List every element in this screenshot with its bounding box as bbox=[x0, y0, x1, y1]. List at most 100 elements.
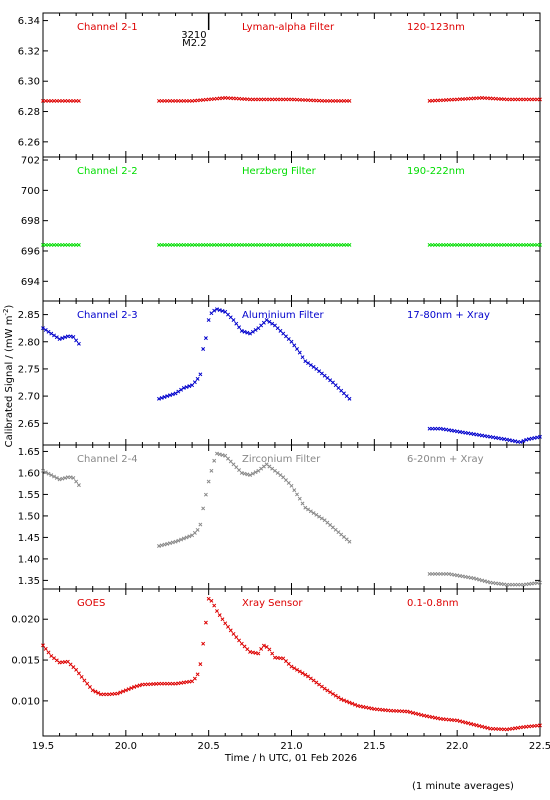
data-point bbox=[347, 396, 352, 401]
data-point bbox=[510, 438, 515, 443]
data-point bbox=[234, 321, 239, 326]
data-point bbox=[333, 693, 338, 698]
data-point bbox=[206, 596, 211, 601]
data-point bbox=[248, 649, 253, 654]
data-point bbox=[444, 427, 449, 432]
data-point bbox=[76, 242, 81, 247]
data-point bbox=[71, 335, 76, 339]
y-tick-label: 0.015 bbox=[11, 656, 40, 667]
data-point bbox=[317, 682, 322, 687]
data-point bbox=[496, 436, 501, 441]
data-point bbox=[471, 432, 476, 437]
panel-band-label: 17-80nm + Xray bbox=[407, 310, 490, 321]
x-tick-label: 19.5 bbox=[32, 741, 54, 752]
data-point bbox=[292, 343, 297, 348]
y-tick-label: 702 bbox=[21, 156, 40, 167]
data-point bbox=[248, 331, 253, 336]
data-point bbox=[347, 98, 352, 103]
y-tick-label: 6.34 bbox=[18, 16, 40, 27]
data-point bbox=[245, 330, 250, 335]
data-point bbox=[250, 650, 255, 655]
data-point bbox=[60, 476, 65, 481]
data-point bbox=[57, 337, 62, 341]
data-point bbox=[231, 462, 236, 467]
data-point bbox=[452, 429, 457, 433]
series-5 bbox=[41, 596, 542, 732]
data-point bbox=[300, 671, 305, 676]
data-point bbox=[214, 609, 219, 614]
data-point bbox=[319, 684, 324, 689]
data-point bbox=[513, 439, 518, 444]
data-point bbox=[209, 468, 214, 473]
data-point bbox=[480, 724, 484, 729]
data-point bbox=[214, 451, 219, 456]
data-point bbox=[220, 453, 225, 457]
data-point bbox=[43, 646, 48, 651]
data-point bbox=[330, 691, 335, 696]
data-point bbox=[71, 665, 76, 670]
y-tick-label: 2.75 bbox=[18, 364, 40, 375]
data-point bbox=[223, 621, 228, 626]
data-point bbox=[49, 331, 54, 336]
data-point bbox=[482, 725, 487, 730]
data-point bbox=[65, 659, 70, 664]
y-axis-title-sup: -2 bbox=[2, 309, 10, 316]
data-point bbox=[261, 320, 266, 325]
data-point bbox=[306, 361, 311, 366]
panel-4: 1.35 1.40 1.45 1.50 1.55 1.60 1.65 Channel 2-4 Z… bbox=[18, 444, 542, 590]
data-point bbox=[245, 472, 250, 477]
data-point bbox=[455, 429, 460, 434]
data-point bbox=[173, 391, 178, 396]
y-tick-label: 6.30 bbox=[18, 77, 40, 88]
data-point bbox=[488, 434, 493, 439]
data-point bbox=[303, 505, 308, 510]
data-point bbox=[256, 326, 261, 331]
y-tick-label: 2.70 bbox=[18, 392, 40, 403]
y-tick-label: 1.40 bbox=[18, 554, 40, 565]
data-point bbox=[306, 507, 311, 512]
data-point bbox=[477, 723, 482, 728]
data-point bbox=[126, 687, 131, 692]
data-point bbox=[245, 647, 250, 652]
data-point bbox=[63, 335, 68, 340]
data-point bbox=[209, 598, 214, 603]
data-point bbox=[242, 471, 247, 476]
data-point bbox=[212, 308, 217, 313]
data-point bbox=[289, 483, 294, 488]
data-point bbox=[134, 684, 139, 689]
data-point bbox=[358, 704, 363, 709]
panel-2: 694 696 698 700 702 Channel 2-2 Herzberg Filte… bbox=[21, 156, 542, 302]
data-point bbox=[121, 689, 126, 694]
y-tick-label: 0.020 bbox=[11, 615, 40, 626]
data-point bbox=[212, 458, 217, 463]
flare-id-label: 3210 bbox=[181, 30, 206, 41]
data-point bbox=[52, 474, 56, 479]
data-point bbox=[408, 710, 413, 715]
data-point bbox=[342, 698, 346, 703]
x-tick-label: 22.5 bbox=[529, 741, 550, 752]
data-point bbox=[474, 432, 479, 437]
data-point bbox=[41, 468, 45, 473]
data-point bbox=[168, 393, 172, 398]
data-point bbox=[295, 347, 299, 351]
data-point bbox=[317, 514, 322, 519]
data-point bbox=[529, 436, 534, 441]
data-point bbox=[314, 680, 319, 685]
data-point bbox=[308, 363, 313, 367]
data-point bbox=[54, 476, 59, 480]
data-point bbox=[275, 326, 280, 331]
data-point bbox=[480, 578, 484, 583]
data-point bbox=[449, 428, 454, 433]
data-point bbox=[264, 318, 269, 322]
data-point bbox=[201, 506, 206, 511]
data-point bbox=[76, 671, 81, 676]
data-point bbox=[203, 620, 208, 625]
data-point bbox=[195, 672, 200, 677]
data-point bbox=[460, 574, 465, 579]
data-point bbox=[237, 468, 241, 473]
data-point bbox=[46, 471, 51, 476]
data-point bbox=[466, 721, 471, 726]
data-point bbox=[190, 679, 195, 684]
data-point bbox=[457, 573, 462, 578]
data-point bbox=[339, 388, 344, 393]
